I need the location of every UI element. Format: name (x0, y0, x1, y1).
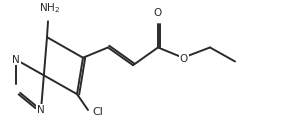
Text: N: N (37, 105, 45, 115)
Text: N: N (12, 55, 20, 65)
Text: O: O (154, 8, 162, 18)
Text: NH$_2$: NH$_2$ (39, 1, 60, 15)
Text: Cl: Cl (92, 107, 103, 117)
Text: O: O (180, 54, 188, 64)
